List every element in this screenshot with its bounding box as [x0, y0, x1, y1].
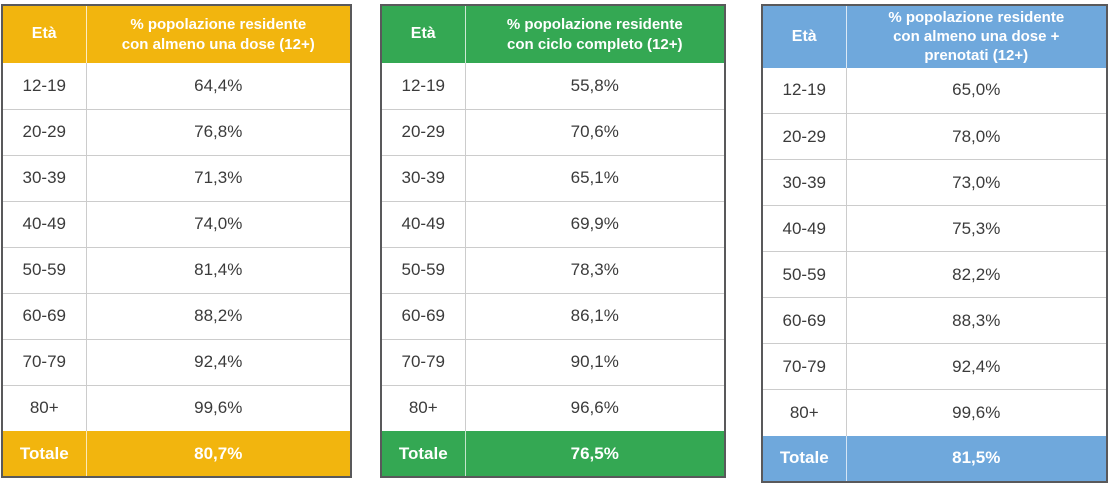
- percent-cell: 99,6%: [845, 389, 1107, 436]
- table-row: 20-29 78,0%: [762, 113, 1107, 160]
- table-row: 12-19 65,0%: [762, 67, 1107, 114]
- total-row: Totale 76,5%: [381, 431, 725, 477]
- header-row: Età % popolazione residente con almeno u…: [2, 5, 351, 63]
- age-cell: 60-69: [762, 297, 846, 344]
- age-cell: 40-49: [2, 200, 86, 247]
- percent-cell: 92,4%: [85, 338, 351, 385]
- percent-column-header: % popolazione residente con almeno una d…: [845, 5, 1107, 68]
- table-row: 40-49 75,3%: [762, 205, 1107, 252]
- table-row: 20-29 76,8%: [2, 108, 351, 155]
- percent-column-header: % popolazione residente con almeno una d…: [85, 5, 351, 63]
- percent-cell: 74,0%: [85, 200, 351, 247]
- table-row: 30-39 71,3%: [2, 154, 351, 201]
- age-cell: 80+: [2, 384, 86, 431]
- table-row: 50-59 78,3%: [381, 246, 725, 293]
- table-row: 70-79 92,4%: [2, 338, 351, 385]
- table-row: 80+ 99,6%: [2, 384, 351, 431]
- table-complete-cycle: Età % popolazione residente con ciclo co…: [380, 4, 726, 478]
- age-cell: 12-19: [762, 67, 846, 114]
- age-cell: 20-29: [762, 113, 846, 160]
- table-first-dose-plus-booked: Età % popolazione residente con almeno u…: [761, 4, 1108, 483]
- percent-cell: 78,0%: [845, 113, 1107, 160]
- age-cell: 80+: [762, 389, 846, 436]
- percent-cell: 55,8%: [464, 63, 725, 109]
- age-cell: 30-39: [381, 154, 465, 201]
- table-complete-cycle-header: Età % popolazione residente con ciclo co…: [381, 5, 725, 63]
- percent-cell: 65,0%: [845, 67, 1107, 114]
- table-row: 20-29 70,6%: [381, 108, 725, 155]
- table-row: 40-49 74,0%: [2, 200, 351, 247]
- table-row: 50-59 82,2%: [762, 251, 1107, 298]
- percent-cell: 90,1%: [464, 338, 725, 385]
- age-cell: 80+: [381, 384, 465, 431]
- total-label: Totale: [2, 431, 86, 477]
- percent-cell: 70,6%: [464, 108, 725, 155]
- table-first-dose-header: Età % popolazione residente con almeno u…: [2, 5, 351, 63]
- total-value: 76,5%: [464, 431, 725, 477]
- percent-cell: 86,1%: [464, 292, 725, 339]
- percent-cell: 76,8%: [85, 108, 351, 155]
- percent-cell: 75,3%: [845, 205, 1107, 252]
- total-row: Totale 80,7%: [2, 431, 351, 477]
- age-cell: 30-39: [762, 159, 846, 206]
- percent-cell: 81,4%: [85, 246, 351, 293]
- age-cell: 70-79: [2, 338, 86, 385]
- table-row: 80+ 96,6%: [381, 384, 725, 431]
- table-row: 60-69 88,2%: [2, 292, 351, 339]
- total-label: Totale: [762, 435, 846, 482]
- percent-cell: 88,3%: [845, 297, 1107, 344]
- percent-cell: 78,3%: [464, 246, 725, 293]
- age-cell: 60-69: [381, 292, 465, 339]
- percent-cell: 71,3%: [85, 154, 351, 201]
- table-row: 70-79 92,4%: [762, 343, 1107, 390]
- table-row: 12-19 64,4%: [2, 63, 351, 109]
- percent-cell: 96,6%: [464, 384, 725, 431]
- percent-cell: 64,4%: [85, 63, 351, 109]
- total-value: 81,5%: [845, 435, 1107, 482]
- age-cell: 40-49: [381, 200, 465, 247]
- percent-cell: 73,0%: [845, 159, 1107, 206]
- age-cell: 40-49: [762, 205, 846, 252]
- header-row: Età % popolazione residente con almeno u…: [762, 5, 1107, 68]
- age-cell: 30-39: [2, 154, 86, 201]
- table-row: 60-69 86,1%: [381, 292, 725, 339]
- age-cell: 50-59: [2, 246, 86, 293]
- percent-cell: 99,6%: [85, 384, 351, 431]
- table-row: 80+ 99,6%: [762, 389, 1107, 436]
- table-row: 50-59 81,4%: [2, 246, 351, 293]
- percent-cell: 88,2%: [85, 292, 351, 339]
- age-cell: 12-19: [381, 63, 465, 109]
- age-column-header: Età: [381, 5, 465, 63]
- table-row: 30-39 65,1%: [381, 154, 725, 201]
- table-first-dose-plus-booked-header: Età % popolazione residente con almeno u…: [762, 5, 1107, 68]
- percent-column-header: % popolazione residente con ciclo comple…: [464, 5, 725, 63]
- header-row: Età % popolazione residente con ciclo co…: [381, 5, 725, 63]
- percent-cell: 69,9%: [464, 200, 725, 247]
- total-value: 80,7%: [85, 431, 351, 477]
- age-column-header: Età: [762, 5, 846, 68]
- age-cell: 50-59: [762, 251, 846, 298]
- age-cell: 20-29: [2, 108, 86, 155]
- total-row: Totale 81,5%: [762, 435, 1107, 482]
- percent-cell: 65,1%: [464, 154, 725, 201]
- age-cell: 70-79: [381, 338, 465, 385]
- age-cell: 50-59: [381, 246, 465, 293]
- age-cell: 12-19: [2, 63, 86, 109]
- percent-cell: 92,4%: [845, 343, 1107, 390]
- age-cell: 20-29: [381, 108, 465, 155]
- table-row: 40-49 69,9%: [381, 200, 725, 247]
- table-row: 60-69 88,3%: [762, 297, 1107, 344]
- table-row: 70-79 90,1%: [381, 338, 725, 385]
- age-cell: 70-79: [762, 343, 846, 390]
- table-first-dose: Età % popolazione residente con almeno u…: [1, 4, 352, 478]
- table-row: 12-19 55,8%: [381, 63, 725, 109]
- percent-cell: 82,2%: [845, 251, 1107, 298]
- age-cell: 60-69: [2, 292, 86, 339]
- age-column-header: Età: [2, 5, 86, 63]
- table-row: 30-39 73,0%: [762, 159, 1107, 206]
- total-label: Totale: [381, 431, 465, 477]
